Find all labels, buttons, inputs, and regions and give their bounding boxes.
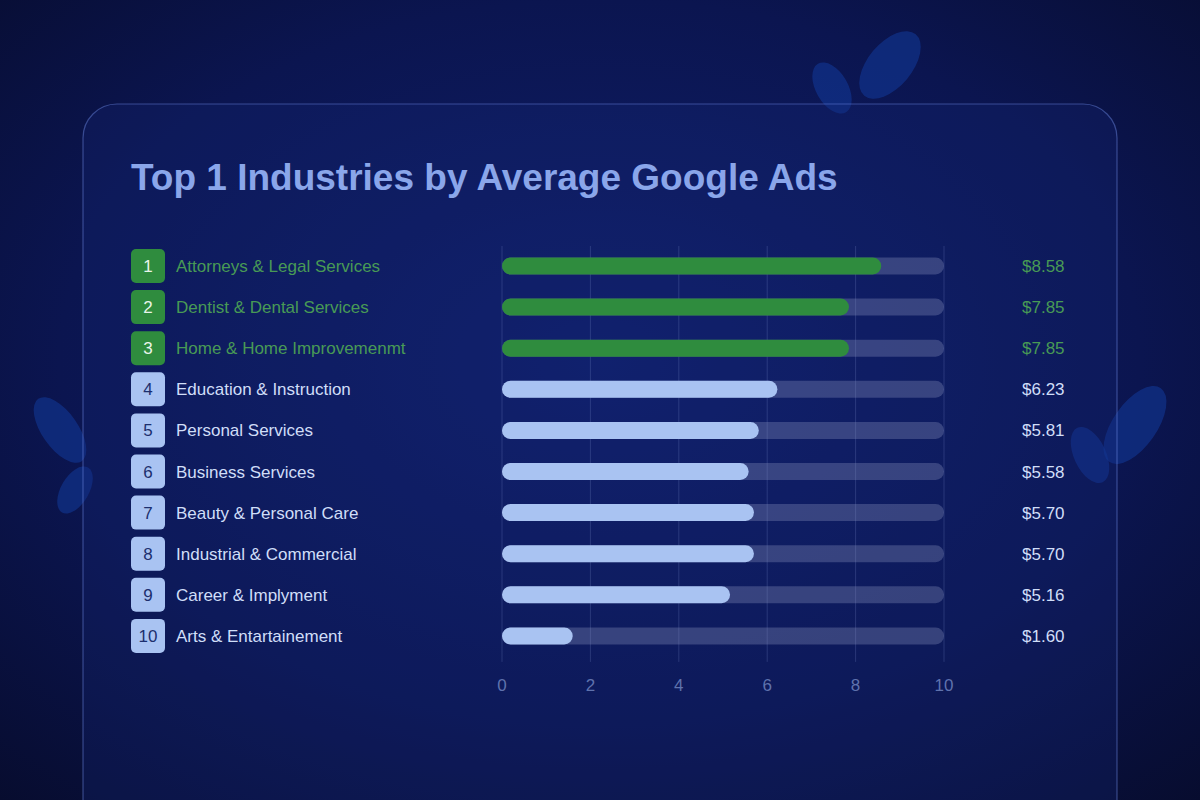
category-label: Industrial & Commercial (176, 545, 356, 564)
rank-badge (131, 455, 165, 489)
rank-badge (131, 619, 165, 653)
bars (502, 258, 881, 645)
bar (502, 299, 849, 316)
value-label: $5.70 (1022, 504, 1065, 523)
rank-label: 1 (143, 257, 152, 276)
category-label: Arts & Entartainement (176, 627, 343, 646)
category-label: Home & Home Improvemenmt (176, 339, 406, 358)
chart-title: Top 1 Industries by Average Google Ads (131, 157, 838, 198)
category-label: Career & Implyment (176, 586, 327, 605)
bar (502, 504, 754, 521)
category-label: Dentist & Dental Services (176, 298, 369, 317)
rank-badge (131, 331, 165, 365)
category-label: Business Services (176, 463, 315, 482)
rank-badge (131, 496, 165, 530)
bar-track (502, 627, 944, 644)
bar (502, 258, 881, 275)
value-label: $5.81 (1022, 421, 1065, 440)
bar (502, 340, 849, 357)
card (83, 104, 1117, 800)
bar-track (502, 299, 944, 316)
value-label: $8.58 (1022, 257, 1065, 276)
rank-badge (131, 372, 165, 406)
category-label: Personal Services (176, 421, 313, 440)
value-label: $7.85 (1022, 298, 1065, 317)
tick-label: 6 (762, 676, 771, 695)
value-label: $5.58 (1022, 463, 1065, 482)
category-label: Education & Instruction (176, 380, 351, 399)
leaf-decoration (847, 20, 932, 110)
rank-badge (131, 290, 165, 324)
tracks (502, 258, 944, 645)
rank-label: 9 (143, 586, 152, 605)
bar-track (502, 340, 944, 357)
rank-label: 4 (143, 380, 152, 399)
rank-label: 10 (139, 627, 158, 646)
tick-label: 2 (586, 676, 595, 695)
bar-track (502, 586, 944, 603)
rank-label: 6 (143, 463, 152, 482)
bar-track (502, 422, 944, 439)
rank-label: 7 (143, 504, 152, 523)
grid (502, 246, 944, 662)
tick-label: 4 (674, 676, 683, 695)
value-label: $1.60 (1022, 627, 1065, 646)
bar-track (502, 504, 944, 521)
category-label: Attorneys & Legal Services (176, 257, 380, 276)
tick-label: 8 (851, 676, 860, 695)
rank-label: 3 (143, 339, 152, 358)
bar (502, 545, 754, 562)
bar-track (502, 381, 944, 398)
rank-label: 8 (143, 545, 152, 564)
bar (502, 463, 749, 480)
category-label: Beauty & Personal Care (176, 504, 358, 523)
bar (502, 586, 730, 603)
bar-track (502, 463, 944, 480)
rank-badge (131, 578, 165, 612)
value-label: $7.85 (1022, 339, 1065, 358)
rank-badge (131, 249, 165, 283)
rank-label: 2 (143, 298, 152, 317)
bar (502, 422, 759, 439)
bar-track (502, 545, 944, 562)
tick-label: 10 (935, 676, 954, 695)
bar (502, 627, 573, 644)
rank-label: 5 (143, 421, 152, 440)
value-label: $6.23 (1022, 380, 1065, 399)
value-label: $5.70 (1022, 545, 1065, 564)
bar (502, 381, 777, 398)
value-label: $5.16 (1022, 586, 1065, 605)
chart-root: Top 1 Industries by Average Google Ads 0 2… (0, 0, 1200, 800)
tick-label: 0 (497, 676, 506, 695)
chart-svg: Top 1 Industries by Average Google Ads 0 2… (0, 0, 1200, 800)
rank-badge (131, 537, 165, 571)
rank-badge (131, 413, 165, 447)
bar-track (502, 258, 944, 275)
